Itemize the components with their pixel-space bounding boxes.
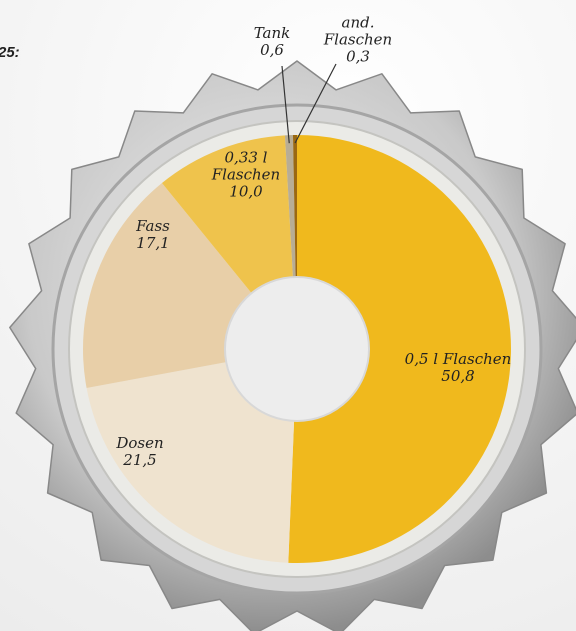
slice-label: Fass 17,1 <box>108 218 198 252</box>
value-label: 10,0 <box>229 182 263 201</box>
category-label: 0,5 l Flaschen <box>404 350 512 368</box>
category-label: 0,33 l Flaschen <box>211 148 281 184</box>
value-label: 21,5 <box>123 451 157 469</box>
slice-label: Dosen 21,5 <box>95 435 185 469</box>
donut-slice <box>288 135 511 563</box>
donut-slice <box>83 182 252 388</box>
leader-line <box>294 63 337 144</box>
donut-slice <box>161 135 293 294</box>
slice-label: and. Flaschen 0,3 <box>318 13 398 66</box>
value-label: 0,3 <box>346 47 370 66</box>
category-label: and. Flaschen <box>323 13 393 49</box>
leader-line <box>281 65 290 144</box>
donut-slice <box>284 135 296 278</box>
donut-slice <box>86 362 295 563</box>
slice-label: 0,33 l Flaschen 10,0 <box>206 148 286 201</box>
value-label: 0,6 <box>260 41 284 59</box>
header-text: 25: <box>0 44 20 61</box>
value-label: 50,8 <box>441 367 475 385</box>
donut-slice <box>292 135 297 278</box>
value-label: 17,1 <box>136 234 170 252</box>
slice-label: Tank 0,6 <box>242 25 302 59</box>
category-label: Dosen <box>116 434 164 452</box>
category-label: Fass <box>136 217 170 235</box>
donut-hole <box>224 276 370 422</box>
category-label: Tank <box>253 24 291 42</box>
slice-label: 0,5 l Flaschen 50,8 <box>378 351 538 385</box>
